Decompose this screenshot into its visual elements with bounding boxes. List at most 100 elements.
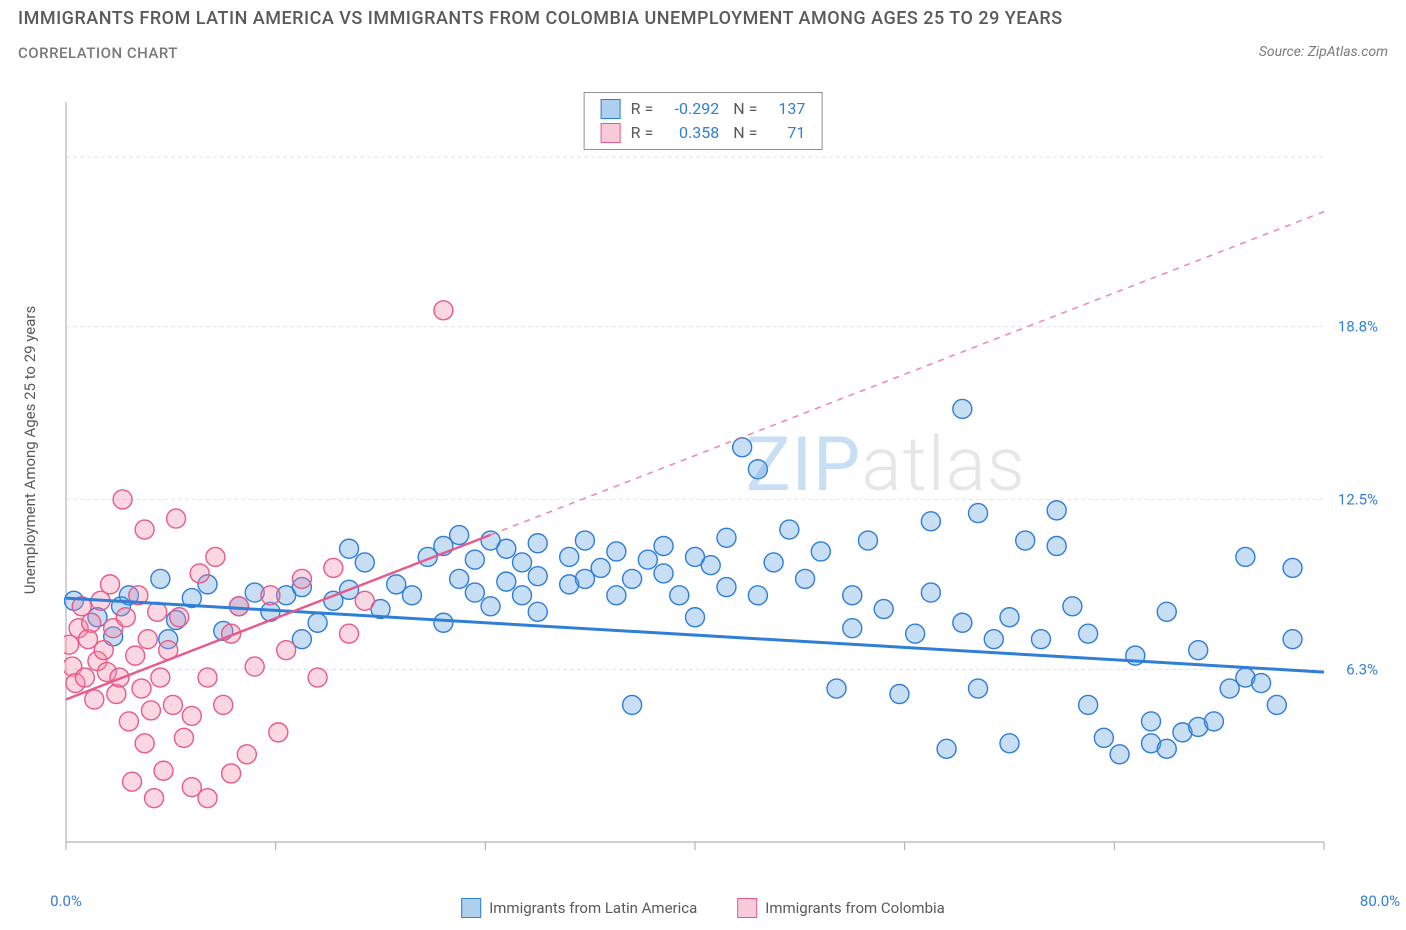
scatter-point — [717, 528, 736, 547]
bottom-legend: Immigrants from Latin America Immigrants… — [461, 898, 945, 918]
scatter-point — [324, 558, 343, 577]
scatter-point — [1047, 537, 1066, 556]
stats-r-label: R = — [631, 97, 654, 121]
scatter-point — [75, 668, 94, 687]
scatter-point — [890, 685, 909, 704]
scatter-point — [269, 723, 288, 742]
scatter-point — [340, 624, 359, 643]
scatter-point — [308, 613, 327, 632]
chart-subtitle: CORRELATION CHART — [18, 44, 178, 62]
scatter-point — [1031, 630, 1050, 649]
x-tick-0: 0.0% — [50, 892, 82, 910]
scatter-point — [748, 460, 767, 479]
stats-box: R = -0.292 N = 137 R = 0.358 N = 71 — [584, 92, 823, 150]
scatter-point — [245, 657, 264, 676]
scatter-plot: 6.3%12.5%18.8% — [64, 90, 1384, 860]
scatter-point — [811, 542, 830, 561]
scatter-point — [261, 586, 280, 605]
scatter-point — [497, 572, 516, 591]
scatter-point — [513, 553, 532, 572]
y-axis-label: Unemployment Among Ages 25 to 29 years — [21, 306, 39, 594]
scatter-point — [654, 537, 673, 556]
scatter-point — [1016, 531, 1035, 550]
scatter-point — [190, 564, 209, 583]
scatter-point — [843, 586, 862, 605]
scatter-point — [107, 685, 126, 704]
scatter-point — [198, 668, 217, 687]
scatter-point — [465, 583, 484, 602]
scatter-point — [921, 512, 940, 531]
stats-row-1: R = -0.292 N = 137 — [601, 97, 806, 121]
scatter-point — [340, 539, 359, 558]
scatter-point — [1000, 734, 1019, 753]
scatter-point — [953, 399, 972, 418]
scatter-point — [969, 504, 988, 523]
scatter-point — [1157, 739, 1176, 758]
scatter-point — [1000, 608, 1019, 627]
swatch-blue-icon — [601, 99, 621, 119]
scatter-point — [1283, 630, 1302, 649]
scatter-point — [355, 591, 374, 610]
scatter-point — [292, 569, 311, 588]
scatter-point — [82, 613, 101, 632]
y-tick-label: 6.3% — [1346, 660, 1378, 678]
scatter-point — [355, 553, 374, 572]
scatter-point — [145, 789, 164, 808]
scatter-point — [94, 641, 113, 660]
scatter-point — [858, 531, 877, 550]
scatter-point — [560, 547, 579, 566]
scatter-point — [528, 602, 547, 621]
scatter-point — [141, 701, 160, 720]
scatter-point — [969, 679, 988, 698]
scatter-point — [151, 668, 170, 687]
scatter-point — [607, 542, 626, 561]
scatter-point — [575, 531, 594, 550]
swatch-blue-icon — [461, 898, 481, 918]
scatter-point — [206, 547, 225, 566]
scatter-point — [1094, 728, 1113, 747]
scatter-point — [182, 706, 201, 725]
scatter-point — [434, 613, 453, 632]
scatter-point — [748, 586, 767, 605]
stats-r-value-1: -0.292 — [663, 97, 719, 121]
scatter-point — [123, 772, 142, 791]
scatter-point — [167, 509, 186, 528]
stats-r-value-2: 0.358 — [663, 121, 719, 145]
scatter-point — [1079, 695, 1098, 714]
scatter-point — [465, 550, 484, 569]
scatter-point — [163, 695, 182, 714]
stats-r-label: R = — [631, 121, 654, 145]
scatter-point — [132, 679, 151, 698]
scatter-point — [1157, 602, 1176, 621]
scatter-point — [154, 761, 173, 780]
scatter-point — [921, 583, 940, 602]
scatter-point — [481, 597, 500, 616]
scatter-point — [402, 586, 421, 605]
scatter-point — [638, 550, 657, 569]
scatter-point — [874, 600, 893, 619]
legend-label-2: Immigrants from Colombia — [765, 899, 945, 917]
scatter-point — [1079, 624, 1098, 643]
scatter-point — [701, 556, 720, 575]
scatter-point — [780, 520, 799, 539]
scatter-point — [827, 679, 846, 698]
scatter-point — [733, 438, 752, 457]
scatter-point — [237, 745, 256, 764]
chart-title: IMMIGRANTS FROM LATIN AMERICA VS IMMIGRA… — [18, 8, 1063, 29]
scatter-point — [623, 569, 642, 588]
scatter-point — [670, 586, 689, 605]
scatter-point — [607, 586, 626, 605]
scatter-point — [174, 728, 193, 747]
scatter-point — [450, 569, 469, 588]
scatter-point — [906, 624, 925, 643]
stats-n-label: N = — [729, 97, 757, 121]
scatter-point — [513, 586, 532, 605]
x-tick-80: 80.0% — [1360, 892, 1400, 910]
scatter-point — [214, 695, 233, 714]
scatter-point — [528, 567, 547, 586]
scatter-point — [623, 695, 642, 714]
scatter-point — [101, 575, 120, 594]
y-tick-label: 12.5% — [1338, 490, 1378, 508]
scatter-point — [1267, 695, 1286, 714]
source-label: Source: ZipAtlas.com — [1259, 44, 1388, 60]
